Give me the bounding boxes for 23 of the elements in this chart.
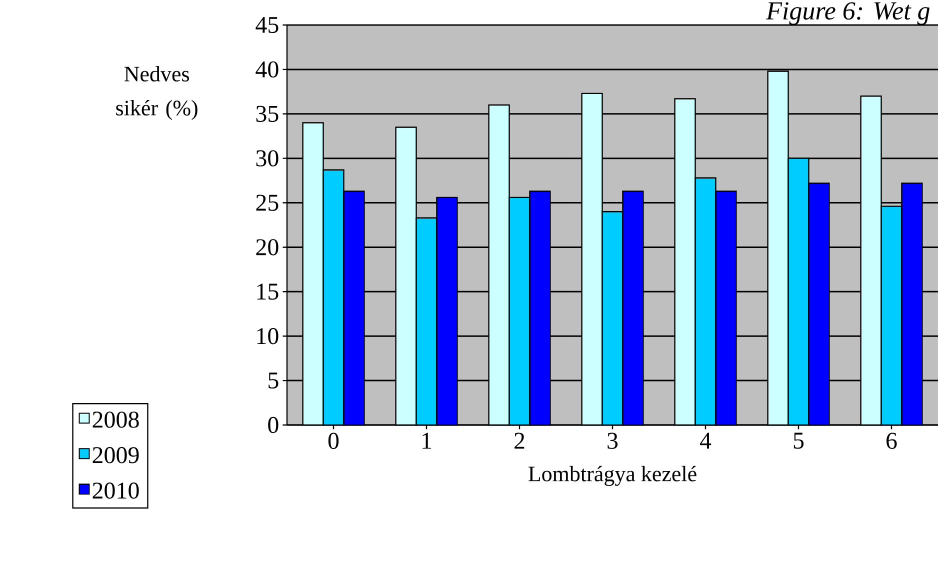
x-tick-label: 4 <box>700 432 712 449</box>
y-tick-label: 10 <box>257 328 278 344</box>
y-tick-label: 30 <box>256 150 278 166</box>
legend-label: 2008 <box>92 412 139 428</box>
x-tick-label: 0 <box>328 432 339 449</box>
y-tick-label: 5 <box>268 372 278 389</box>
chart-title: Figure 6: Wet g <box>766 2 930 25</box>
y-tick-label: 20 <box>256 239 278 256</box>
x-tick-label: 3 <box>608 432 618 449</box>
x-axis-title: Lombtrágya kezelé <box>528 466 696 486</box>
legend-label: 2009 <box>92 447 139 464</box>
y-axis-title: Nedves sikér (%) <box>116 66 198 120</box>
y-tick-label: 45 <box>256 16 278 34</box>
x-tick-label: 1 <box>422 432 432 449</box>
y-tick-label: 15 <box>257 284 278 300</box>
y-tick-label: 35 <box>256 106 278 122</box>
y-tick-label: 25 <box>256 194 278 211</box>
y-tick-label: 40 <box>256 61 278 78</box>
y-tick-label: 0 <box>268 416 278 434</box>
x-tick-label: 6 <box>886 432 897 449</box>
legend-label: 2010 <box>92 482 139 499</box>
x-tick-label: 5 <box>794 432 804 449</box>
x-tick-label: 2 <box>514 432 524 449</box>
